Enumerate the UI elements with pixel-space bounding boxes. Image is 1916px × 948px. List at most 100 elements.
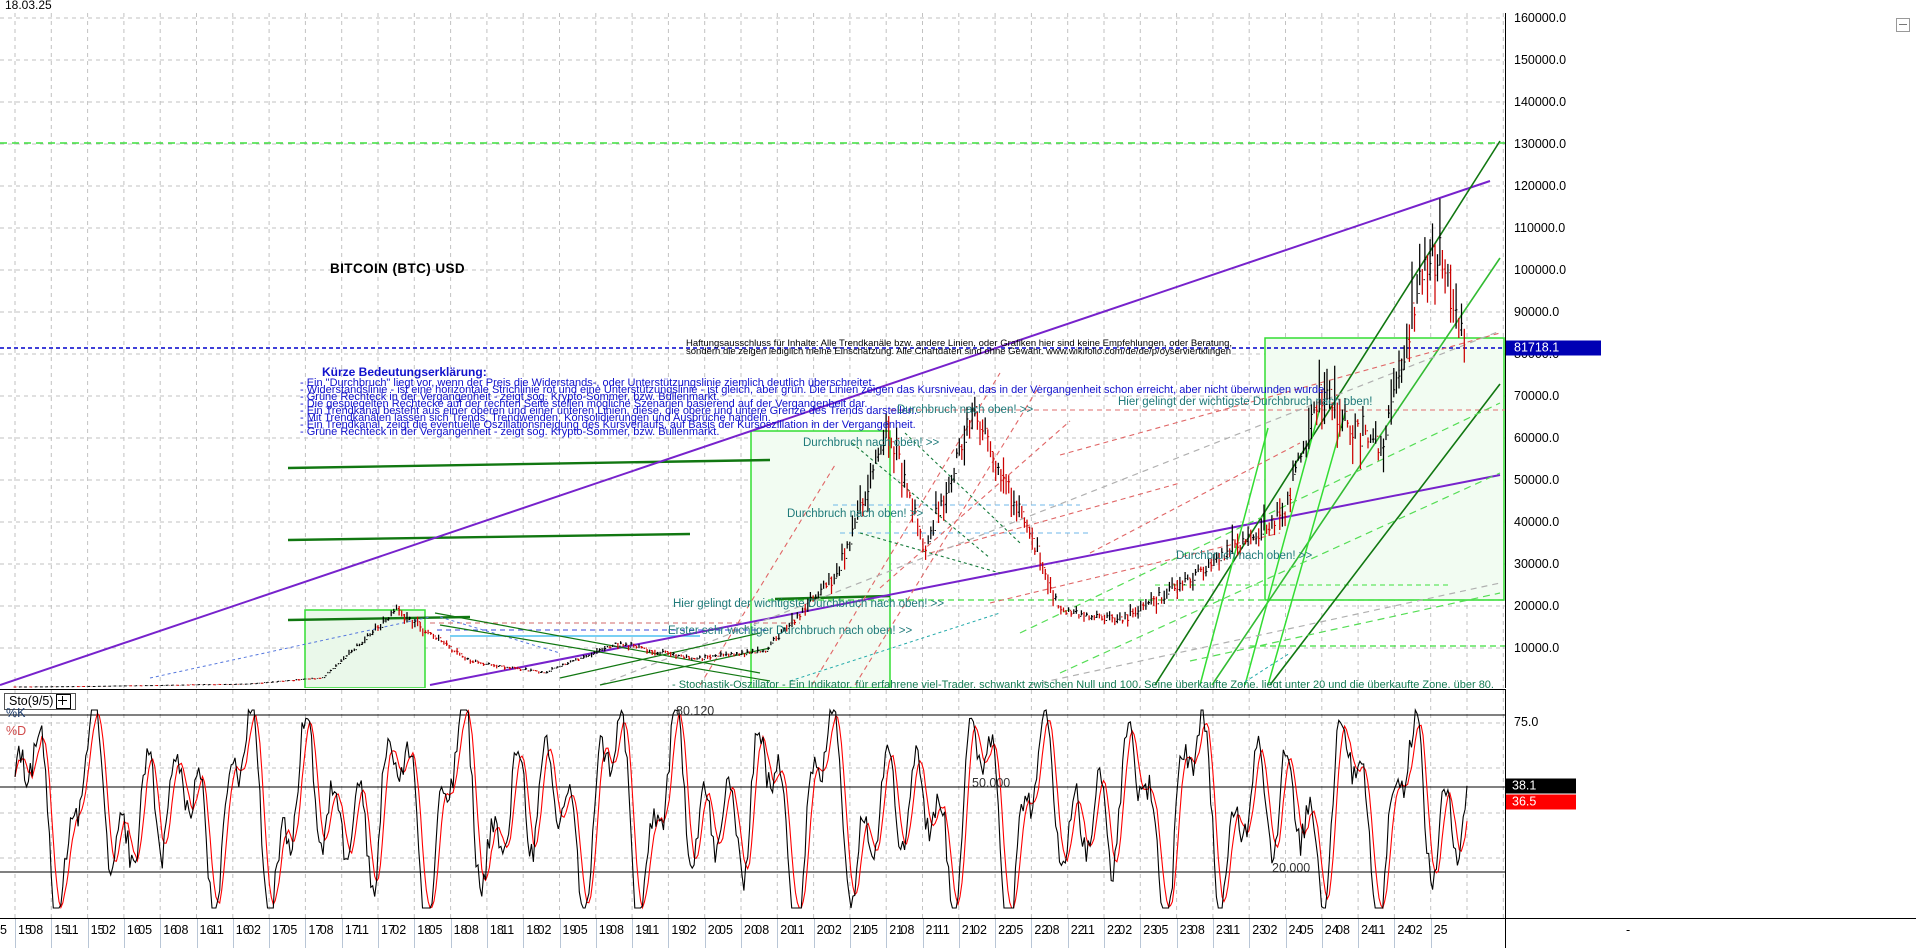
bull-box-1 (304, 609, 426, 688)
price-tick-20000: 20000.0 (1514, 599, 1560, 613)
time-label-month: 05 (283, 923, 298, 937)
legend-line-3: - Die gespiegelten Rechtecke auf der rec… (300, 398, 868, 410)
time-axis-separator (1104, 919, 1105, 948)
breakout-label-6: Hier gelingt der wichtigste Durchbruch n… (1118, 396, 1373, 408)
indicator-tag[interactable]: Sto(9/5) (4, 693, 77, 710)
time-label-year: 23 (1143, 923, 1158, 937)
price-tick-150000: 150000.0 (1514, 53, 1567, 67)
time-label-month: 08 (29, 923, 44, 937)
time-label-month: 05 (1154, 923, 1169, 937)
time-axis-separator (1430, 919, 1432, 948)
time-label-month: 02 (1408, 923, 1423, 937)
time-label-month: 05 (428, 923, 443, 937)
time-axis-separator (1285, 919, 1287, 948)
time-label-month: 02 (537, 923, 552, 937)
time-label-month: 05 (1009, 923, 1024, 937)
time-label-month: 11 (65, 923, 79, 937)
steep-green-1 (1244, 407, 1321, 686)
time-label-year: 23 (1215, 923, 1230, 937)
time-label-year: 22 (1034, 923, 1049, 937)
osc-grid (0, 690, 1505, 918)
time-axis-separator (378, 919, 379, 948)
time-label-year: 19 (671, 923, 686, 937)
time-label-month: 02 (1263, 923, 1278, 937)
legend-line-2: - Grüne Rechteck in der Vergangenheit - … (300, 391, 720, 403)
time-label-year: 21 (852, 923, 867, 937)
time-label-month: 11 (646, 923, 660, 937)
time-label-month: 08 (174, 923, 189, 937)
time-label-month: 08 (319, 923, 334, 937)
disclaimer-line-2: sondern die zeigen lediglich meine Einsc… (686, 346, 1231, 357)
legend-line-0: - Ein "Durchbruch" liegt vor, wenn der P… (300, 377, 875, 389)
time-label-year: 18 (453, 923, 468, 937)
series-label-k: %K (6, 706, 26, 720)
price-chart-panel[interactable]: BITCOIN (BTC) USD Haftungsausschluss für… (0, 13, 1506, 688)
last-price-badge: 81718.1 (1506, 340, 1601, 356)
osc-level-80: 80.120 (676, 704, 715, 718)
time-label-month: 11 (936, 923, 950, 937)
bull-box-2 (750, 430, 891, 688)
time-axis-separator (1249, 919, 1251, 948)
time-axis-separator (414, 919, 416, 948)
time-label-month: 08 (755, 923, 770, 937)
time-label-year: 15 (54, 923, 69, 937)
price-tick-50000: 50000.0 (1514, 473, 1560, 487)
time-label-year: 17 (308, 923, 323, 937)
time-axis-separator (1212, 919, 1214, 948)
time-label-year: 15 (18, 923, 32, 937)
time-label-year: 20 (707, 923, 722, 937)
trend-green-3 (287, 615, 471, 622)
time-label-month: 02 (682, 923, 697, 937)
time-label-year: 17 (344, 923, 359, 937)
legend-line-4: - Ein Trendkanal besteht aus einer obere… (300, 405, 918, 417)
time-label-year: 21 (889, 923, 904, 937)
legend-line-6: - Ein Trendkanal, zeigt die eventuelle O… (300, 419, 916, 431)
time-label-year: 23 (1252, 923, 1267, 937)
time-label-month: 11 (1227, 923, 1241, 937)
purple-channel-lower (429, 474, 1501, 686)
time-axis-separator (523, 919, 525, 948)
page-title: BITCOIN (BTC) USD (330, 261, 466, 276)
time-label-year: 19 (598, 923, 613, 937)
time-label-month: 05 (138, 923, 153, 937)
time-label-month: 11 (356, 923, 369, 937)
price-axis[interactable]: 160000.0 150000.0 140000.0 130000.0 1200… (1506, 11, 1916, 688)
time-label-year: 21 (925, 923, 940, 937)
trend-green-1 (287, 458, 771, 470)
time-axis-separator (1321, 919, 1323, 948)
time-axis[interactable]: 0515081511150216051608161116021705170817… (0, 918, 1506, 948)
breakout-label-4: Durchbruch nach oben! >> (897, 404, 1034, 416)
time-axis-separator (595, 919, 597, 948)
time-label-year: 22 (1107, 923, 1121, 937)
trend-green-2 (287, 532, 691, 542)
price-tick-10000: 10000.0 (1514, 641, 1560, 655)
time-label-year: 18 (526, 923, 541, 937)
time-label-year: 17 (381, 923, 395, 937)
price-tick-60000: 60000.0 (1514, 431, 1560, 445)
time-axis-separator (1358, 919, 1360, 948)
plus-icon[interactable] (56, 694, 72, 709)
time-axis-separator (886, 919, 888, 948)
breakout-label-2: Durchbruch nach oben! >> (787, 508, 924, 520)
price-tick-130000: 130000.0 (1514, 137, 1567, 151)
price-tick-110000: 110000.0 (1514, 221, 1566, 235)
time-label-year: 24 (1324, 923, 1339, 937)
price-tick-120000: 120000.0 (1514, 179, 1567, 193)
price-tick-30000: 30000.0 (1514, 557, 1560, 571)
time-label-month: 08 (464, 923, 479, 937)
time-label-year: 16 (199, 923, 214, 937)
stochastic-panel[interactable]: Sto(9/5) %K %D 80.120 50.000 20.000 (0, 689, 1506, 918)
disclaimer-line-1: Haftungsausschluss für Inhalte: Alle Tre… (686, 338, 1233, 349)
osc-tick-75: 75.0 (1514, 715, 1539, 729)
indicator-name: Sto(9/5) (9, 694, 54, 708)
axis-settings-box[interactable] (1896, 18, 1910, 32)
green-channel-lower (1269, 383, 1501, 686)
oscillator-axis[interactable]: 75.0 38.1 36.5 (1506, 689, 1916, 917)
time-axis-separator (922, 919, 924, 948)
price-tick-100000: 100000.0 (1514, 263, 1567, 277)
time-axis-separator (232, 919, 234, 948)
time-label-month: 11 (1372, 923, 1386, 937)
breakout-label-1: Erster sehr wichtiger Durchbruch nach ob… (668, 625, 913, 637)
steep-green-2 (1267, 412, 1346, 686)
breakout-label-3: Durchbruch nach oben! >> (803, 437, 940, 449)
